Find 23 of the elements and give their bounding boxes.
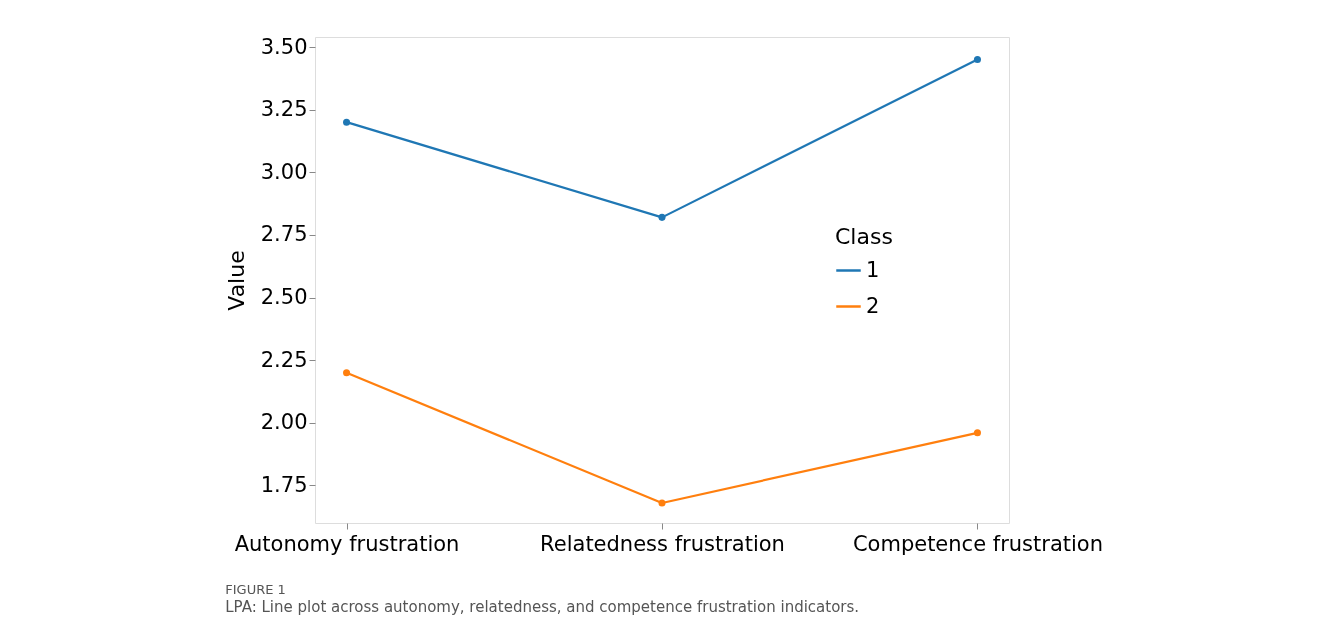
legend-label: 1: [866, 257, 880, 282]
y-tick-label: 3.50: [260, 34, 308, 59]
y-tick-label: 2.50: [260, 285, 308, 310]
point: [658, 213, 666, 221]
point: [658, 499, 666, 507]
x-tick-label: Relatedness frustration: [540, 531, 785, 556]
point: [343, 118, 351, 126]
point: [343, 369, 351, 377]
y-tick-label: 2.25: [260, 347, 308, 372]
y-tick-label: 2.00: [260, 410, 308, 435]
text: LPA: Line plot across autonomy, relatedness, and competence frustration indicators.: [225, 598, 860, 616]
legend-title: Class: [835, 224, 893, 249]
y-axis-title: Value: [223, 250, 249, 311]
y-tick-label: 2.75: [260, 222, 308, 247]
y-tick-label: 3.00: [260, 159, 308, 184]
x-tick-label: Autonomy frustration: [234, 531, 460, 556]
x-tick-label: Competence frustration: [852, 531, 1103, 556]
y-tick-label: 1.75: [260, 472, 308, 497]
caption: FIGURE 1: [225, 582, 286, 597]
point: [973, 56, 981, 64]
point: [973, 429, 981, 437]
legend-label: 2: [866, 293, 880, 318]
y-tick-label: 3.25: [260, 97, 308, 122]
